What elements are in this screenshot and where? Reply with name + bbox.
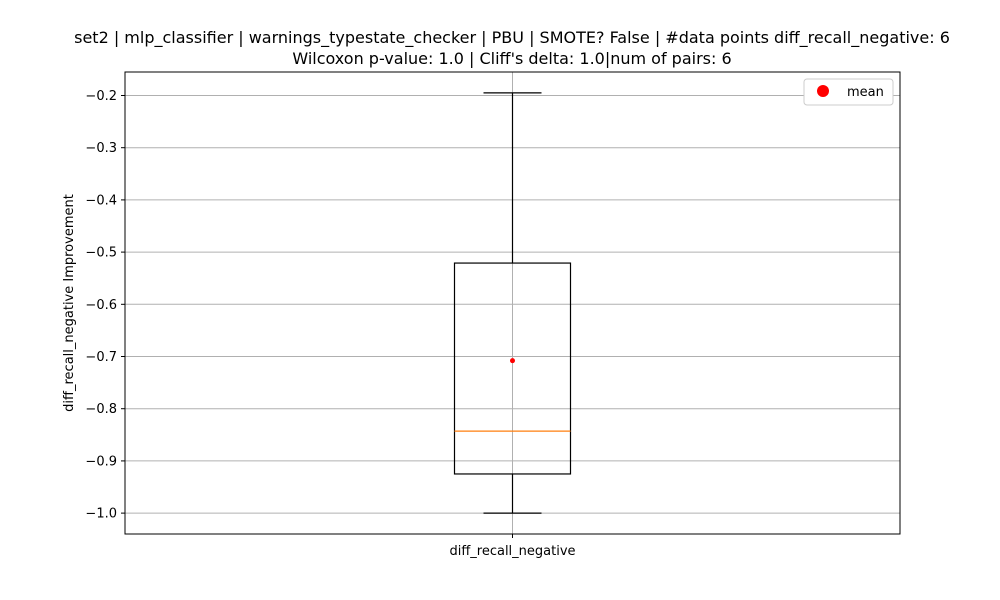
y-tick-label: −0.5 <box>85 246 117 261</box>
y-tick-label: −1.0 <box>85 507 117 522</box>
chart-title-line1: set2 | mlp_classifier | warnings_typesta… <box>74 28 950 48</box>
legend-mean-label: mean <box>847 85 884 100</box>
x-tick-label: diff_recall_negative <box>449 544 575 559</box>
y-tick-label: −0.6 <box>85 298 117 313</box>
iqr-box <box>453 262 572 475</box>
y-tick-label: −0.9 <box>85 454 117 469</box>
y-tick-label: −0.8 <box>85 402 117 417</box>
y-axis-label: diff_recall_negative Improvement <box>62 194 77 412</box>
y-tick-label: −0.3 <box>85 141 117 156</box>
y-tick-label: −0.4 <box>85 193 117 208</box>
y-tick-label: −0.2 <box>85 89 117 104</box>
legend-mean-marker <box>817 85 829 97</box>
chart-title-line2: Wilcoxon p-value: 1.0 | Cliff's delta: 1… <box>292 49 731 68</box>
legend-frame <box>803 78 894 106</box>
tick-layer: −0.2 −0.3 −0.4 −0.5 −0.6 −0.7 −0.8 −0.9 −1.0 diff… <box>85 89 575 559</box>
legend: mean <box>803 78 894 106</box>
y-tick-label: −0.7 <box>85 350 117 365</box>
box-layer <box>453 92 572 514</box>
mean-marker <box>510 358 515 364</box>
